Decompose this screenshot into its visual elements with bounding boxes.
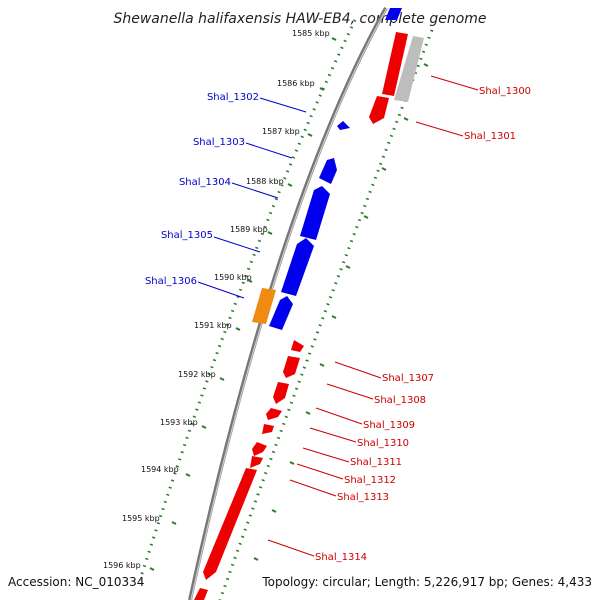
tick-label: 1594 kbp [141,465,179,474]
gene-label[interactable]: Shal_1308 [374,395,426,406]
feature-arrow-forward [281,238,314,296]
tick-marks-outer [253,63,429,561]
tick-label: 1591 kbp [194,321,232,330]
tick-label: 1585 kbp [292,29,330,38]
gene-label[interactable]: Shal_1300 [479,86,531,97]
forward-strand-features [252,121,350,330]
accession-text: Accession: NC_010334 [8,575,144,589]
genome-backbone-highlight [190,7,388,600]
tick-label: 1590 kbp [214,273,252,282]
gene-label[interactable]: Shal_1311 [350,457,402,468]
feature-arrow-reverse [266,408,282,420]
gene-label[interactable]: Shal_1304 [179,177,231,188]
scale-track-inner [138,19,357,581]
map-title: Shewanella halifaxensis HAW-EB4, complet… [113,11,486,27]
tick-label: 1592 kbp [178,370,216,379]
feature-arrow-pseudogene [394,36,424,102]
reverse-strand-features [194,8,424,600]
feature-arrow-reverse [283,356,300,378]
feature-arrow-reverse [291,340,304,352]
gene-label[interactable]: Shal_1313 [337,492,389,503]
gene-label[interactable]: Shal_1303 [193,137,245,148]
tick-label: 1596 kbp [103,561,141,570]
gene-label[interactable]: Shal_1307 [382,373,434,384]
feature-arrow-forward [385,8,402,20]
tick-label: 1587 kbp [262,127,300,136]
label-leaders [197,75,479,557]
feature-arrow-other [252,288,276,324]
gene-label[interactable]: Shal_1309 [363,420,415,431]
feature-arrow-reverse [250,456,263,468]
feature-arrow-reverse [273,382,289,404]
gene-label[interactable]: Shal_1310 [357,438,409,449]
feature-arrow-forward [319,158,337,184]
feature-arrow-forward [300,186,330,240]
feature-arrow-reverse [252,442,267,456]
genome-backbone [188,7,388,600]
genome-summary-text: Topology: circular; Length: 5,226,917 bp… [261,575,592,589]
tick-label: 1593 kbp [160,418,198,427]
feature-arrow-reverse [203,468,257,580]
feature-arrow-reverse [194,588,208,600]
gene-label[interactable]: Shal_1301 [464,131,516,142]
feature-arrow-forward [269,296,293,330]
tick-marks-inner [149,37,337,571]
gene-label[interactable]: Shal_1302 [207,92,259,103]
feature-arrow-forward [337,121,350,130]
feature-arrow-reverse [369,96,389,124]
tick-label: 1589 kbp [230,225,268,234]
gene-label[interactable]: Shal_1305 [161,230,213,241]
feature-arrow-reverse [262,424,274,434]
tick-label: 1586 kbp [277,79,315,88]
gene-label[interactable]: Shal_1312 [344,475,396,486]
tick-label: 1595 kbp [122,514,160,523]
feature-arrow-reverse [382,32,408,96]
scale-track-outer [218,29,434,600]
gene-label[interactable]: Shal_1306 [145,276,197,287]
tick-label: 1588 kbp [246,177,284,186]
gene-label[interactable]: Shal_1314 [315,552,367,563]
